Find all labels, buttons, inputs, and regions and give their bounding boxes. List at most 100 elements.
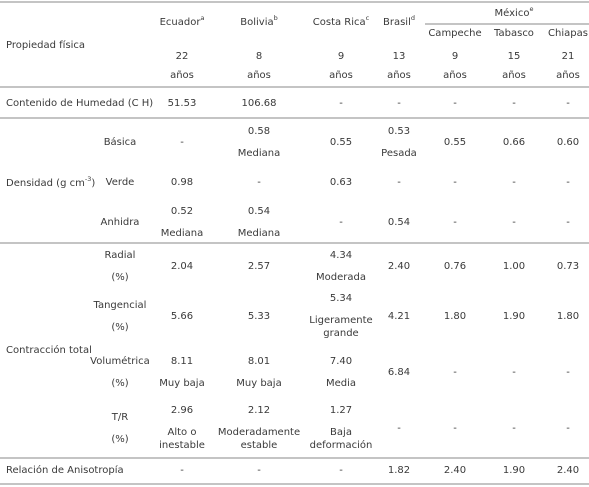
row-label: Contracción total <box>6 344 92 356</box>
cell: - <box>453 98 457 109</box>
cell: 2.12 <box>248 405 270 416</box>
cell: 0.53 <box>388 126 410 137</box>
cell: 2.40 <box>388 261 410 272</box>
year-cell: años <box>247 70 271 81</box>
subrow-label: Radial <box>105 250 136 261</box>
superscript: e <box>529 5 533 13</box>
column-name: Brasil <box>383 17 411 28</box>
cell: Moderadamente <box>218 427 300 438</box>
cell: - <box>566 98 570 109</box>
cell: 106.68 <box>242 98 277 109</box>
year-cell: años <box>443 70 467 81</box>
cell: 1.80 <box>557 311 579 322</box>
superscript: d <box>411 14 415 22</box>
cell: - <box>512 177 516 188</box>
column-name: Bolivia <box>240 17 273 28</box>
cell: 4.34 <box>330 250 352 261</box>
year-cell: 8 <box>256 51 262 62</box>
row-label-text: Relación de Anisotropía <box>6 464 124 476</box>
cell: 51.53 <box>168 98 197 109</box>
cell: 4.21 <box>388 311 410 322</box>
year-cell: años <box>556 70 580 81</box>
cell: - <box>512 98 516 109</box>
column-header: Campeche <box>428 28 481 39</box>
superscript: b <box>274 14 278 22</box>
subrow-label: Tangencial <box>93 300 147 311</box>
superscript: -3 <box>85 175 91 183</box>
cell: inestable <box>159 440 205 451</box>
cell: 0.73 <box>557 261 579 272</box>
cell: 0.58 <box>248 126 270 137</box>
group-name: México <box>495 7 530 19</box>
cell: - <box>512 423 516 434</box>
cell: Mediana <box>238 148 281 159</box>
subrow-label: (%) <box>111 272 128 283</box>
subrow-label: (%) <box>111 434 128 445</box>
cell: 2.96 <box>171 405 193 416</box>
year-cell: 9 <box>452 51 458 62</box>
cell: Ligeramente <box>309 315 372 326</box>
cell: - <box>397 98 401 109</box>
cell: Mediana <box>238 228 281 239</box>
cell: 0.52 <box>171 206 193 217</box>
column-name: Ecuador <box>160 17 202 28</box>
cell: - <box>257 177 261 188</box>
row-label-text: Contenido de Humedad (C H) <box>6 98 153 109</box>
column-header: Boliviab <box>240 14 278 28</box>
column-header: Chiapas <box>548 28 588 39</box>
cell: 8.01 <box>248 356 270 367</box>
cell: Alto o <box>168 427 197 438</box>
cell: Pesada <box>381 148 417 159</box>
subrow-label: T/R <box>111 412 128 423</box>
cell: 0.66 <box>503 137 525 148</box>
cell: 1.90 <box>503 465 525 476</box>
cell: 0.98 <box>171 177 193 188</box>
cell: - <box>397 177 401 188</box>
cell: - <box>453 423 457 434</box>
year-cell: 13 <box>393 51 406 62</box>
year-cell: años <box>387 70 411 81</box>
year-cell: 15 <box>508 51 521 62</box>
year-cell: años <box>170 70 194 81</box>
cell: - <box>453 177 457 188</box>
cell: - <box>257 465 261 476</box>
cell: 5.33 <box>248 311 270 322</box>
year-cell: 21 <box>562 51 575 62</box>
year-cell: 9 <box>338 51 344 62</box>
cell: - <box>180 465 184 476</box>
cell: Moderada <box>316 272 366 283</box>
cell: - <box>512 367 516 378</box>
cell: - <box>180 137 184 148</box>
row-label: Densidad (g cm-3) <box>6 175 95 189</box>
cell: Baja <box>330 427 352 438</box>
cell: 0.55 <box>330 137 352 148</box>
cell: - <box>339 217 343 228</box>
cell: 1.00 <box>503 261 525 272</box>
cell: 0.55 <box>444 137 466 148</box>
cell: 6.84 <box>388 367 410 378</box>
column-header: Tabasco <box>493 28 534 39</box>
column-header: Costa Ricac <box>313 14 370 28</box>
cell: 0.76 <box>444 261 466 272</box>
year-cell: 22 <box>176 51 189 62</box>
cell: deformación <box>310 439 373 451</box>
subrow-label: (%) <box>111 378 128 389</box>
cell: 2.57 <box>248 261 270 272</box>
row-label-text: ) <box>91 178 95 189</box>
cell: 0.63 <box>330 177 352 188</box>
cell: Muy baja <box>159 378 204 389</box>
cell: - <box>397 423 401 434</box>
cell: - <box>566 367 570 378</box>
cell: - <box>453 217 457 228</box>
cell: 1.27 <box>330 405 352 416</box>
subrow-label: Verde <box>106 177 135 188</box>
cell: estable <box>241 440 278 451</box>
cell: 1.82 <box>388 465 410 476</box>
subrow-label: Volumétrica <box>90 355 150 367</box>
cell: - <box>512 217 516 228</box>
row-label: Relación de Anisotropía <box>6 464 124 476</box>
cell: 8.11 <box>171 356 193 367</box>
cell: 7.40 <box>330 356 352 367</box>
cell: 2.40 <box>444 465 466 476</box>
